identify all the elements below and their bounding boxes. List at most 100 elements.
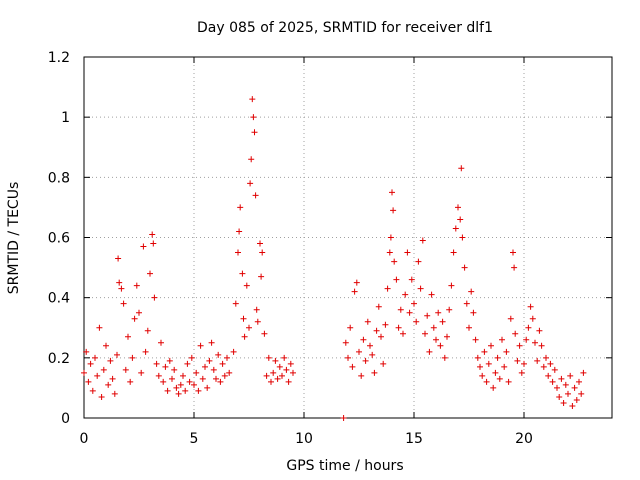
- data-point: [85, 378, 92, 385]
- data-points: [81, 96, 587, 421]
- y-tick-label: 1.2: [48, 50, 70, 66]
- data-point: [127, 378, 134, 385]
- data-point: [364, 318, 371, 325]
- data-point: [221, 372, 228, 379]
- data-point: [250, 114, 257, 121]
- data-point: [125, 333, 131, 340]
- data-point: [512, 330, 519, 337]
- data-point: [477, 363, 483, 370]
- data-point: [349, 363, 356, 370]
- data-point: [151, 294, 158, 301]
- data-point: [243, 282, 250, 289]
- x-axis-label: GPS time / hours: [286, 458, 403, 474]
- data-point: [450, 249, 457, 256]
- data-point: [448, 282, 455, 289]
- x-tick-label: 20: [515, 431, 533, 447]
- data-point: [387, 234, 394, 241]
- data-point: [258, 273, 265, 280]
- data-point: [241, 333, 248, 340]
- data-point: [202, 363, 208, 370]
- data-point: [444, 333, 450, 340]
- data-point: [479, 372, 486, 379]
- data-point: [270, 369, 277, 376]
- data-point: [247, 180, 254, 187]
- data-point: [140, 243, 147, 250]
- data-point: [340, 415, 347, 421]
- data-point: [490, 384, 497, 391]
- data-point: [197, 342, 204, 349]
- data-point: [362, 357, 369, 364]
- data-point: [439, 318, 446, 325]
- data-point: [87, 360, 94, 367]
- data-point: [525, 324, 532, 331]
- data-point: [253, 306, 260, 313]
- data-point: [111, 390, 118, 397]
- data-point: [215, 351, 222, 358]
- y-tick-label: 0.6: [48, 231, 70, 247]
- data-point: [208, 339, 215, 346]
- data-point: [122, 366, 129, 373]
- data-point: [458, 165, 465, 172]
- data-point: [114, 351, 120, 358]
- data-point: [177, 381, 184, 388]
- data-point: [105, 381, 112, 388]
- data-point: [155, 372, 162, 379]
- data-point: [261, 330, 268, 337]
- axis-ticks: 0 0.2 0.4 0.6 0.8 1 1.2 0 5 10 15 20: [48, 50, 612, 447]
- data-point: [536, 327, 543, 334]
- data-point: [360, 336, 367, 343]
- data-point: [428, 291, 435, 298]
- data-point: [391, 258, 398, 265]
- data-point: [417, 285, 424, 292]
- data-point: [571, 384, 578, 391]
- data-point: [501, 363, 508, 370]
- data-point: [556, 393, 563, 400]
- data-point: [466, 324, 472, 331]
- data-point: [191, 381, 197, 388]
- y-tick-label: 0.4: [48, 291, 70, 307]
- data-point: [166, 357, 173, 364]
- data-point: [499, 336, 505, 343]
- data-point: [406, 309, 413, 316]
- data-point: [426, 348, 433, 355]
- data-point: [560, 399, 567, 406]
- data-point: [492, 369, 499, 376]
- data-point: [485, 360, 492, 367]
- data-point: [237, 204, 244, 211]
- data-point: [551, 366, 558, 373]
- data-point: [98, 393, 105, 400]
- grid: [84, 57, 612, 418]
- data-point: [511, 264, 518, 271]
- data-point: [272, 357, 279, 364]
- data-point: [393, 276, 400, 283]
- data-point: [380, 360, 387, 367]
- data-point: [109, 375, 116, 382]
- data-point: [441, 354, 448, 361]
- data-point: [287, 360, 294, 367]
- data-point: [463, 300, 470, 307]
- data-point: [389, 189, 395, 196]
- data-point: [580, 369, 587, 376]
- y-tick-label: 1: [61, 110, 70, 126]
- data-point: [290, 369, 296, 376]
- data-point: [96, 324, 103, 331]
- data-point: [281, 354, 288, 361]
- data-point: [100, 366, 107, 373]
- data-point: [367, 342, 373, 349]
- data-point: [116, 279, 123, 286]
- data-point: [219, 360, 226, 367]
- data-point: [386, 249, 393, 256]
- data-point: [435, 309, 442, 316]
- data-point: [136, 309, 142, 316]
- data-point: [532, 339, 538, 346]
- data-point: [236, 228, 243, 235]
- data-point: [567, 372, 574, 379]
- y-tick-label: 0.2: [48, 351, 70, 367]
- data-point: [195, 387, 202, 394]
- data-point: [265, 354, 272, 361]
- data-point: [180, 372, 186, 379]
- data-point: [488, 342, 494, 349]
- data-point: [342, 339, 349, 346]
- data-point: [118, 285, 125, 292]
